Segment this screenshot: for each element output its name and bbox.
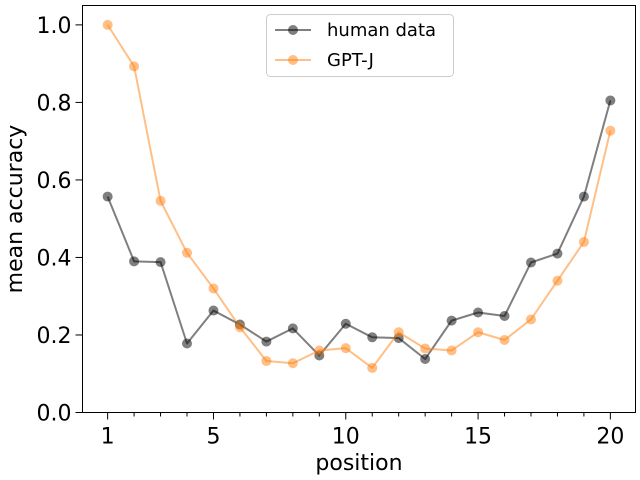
x-tick-label: 10 — [332, 425, 360, 450]
data-point-human-data — [367, 332, 378, 343]
data-point-human-data — [182, 338, 193, 349]
legend-label-human-data: human data — [327, 20, 436, 41]
data-point-human-data — [473, 307, 484, 318]
data-point-human-data — [287, 323, 298, 334]
data-point-human-data — [499, 310, 510, 321]
x-tick-label: 1 — [101, 425, 115, 450]
series-line-gpt-j — [106, 24, 612, 369]
series-line-human-data — [106, 100, 612, 361]
data-point-gpt-j — [605, 125, 616, 136]
data-point-gpt-j — [129, 61, 140, 72]
y-tick-label: 0.6 — [37, 169, 72, 194]
y-tick-label: 0.0 — [37, 402, 72, 427]
legend-label-gpt-j: GPT-J — [327, 50, 374, 71]
data-point-gpt-j — [340, 343, 351, 354]
plot-frame — [82, 5, 636, 413]
data-point-gpt-j — [446, 345, 457, 356]
y-tick-label: 1.0 — [37, 14, 72, 39]
x-tick-label: 5 — [206, 425, 220, 450]
data-point-gpt-j — [234, 322, 245, 333]
data-point-gpt-j — [155, 195, 166, 206]
data-point-human-data — [605, 95, 616, 106]
x-axis: 1 5 10 15 20 — [101, 412, 624, 450]
data-point-human-data — [578, 191, 589, 202]
data-point-human-data — [261, 336, 272, 347]
legend-marker-human-data — [288, 25, 298, 35]
y-axis: 0.0 0.2 0.4 0.6 0.8 1.0 — [37, 14, 83, 427]
series-layer — [102, 19, 616, 373]
data-point-human-data — [340, 318, 351, 329]
y-axis-label: mean accuracy — [3, 125, 28, 294]
y-tick-label: 0.4 — [37, 246, 72, 271]
x-tick-label: 20 — [596, 425, 624, 450]
data-point-gpt-j — [182, 247, 193, 258]
data-point-gpt-j — [393, 327, 404, 338]
data-point-human-data — [552, 248, 563, 259]
data-point-gpt-j — [578, 236, 589, 247]
data-point-human-data — [208, 305, 219, 316]
data-point-human-data — [446, 315, 457, 326]
data-point-human-data — [525, 257, 536, 268]
data-point-gpt-j — [208, 283, 219, 294]
data-point-gpt-j — [499, 335, 510, 346]
data-point-gpt-j — [314, 345, 325, 356]
data-point-gpt-j — [261, 355, 272, 366]
data-point-gpt-j — [102, 19, 113, 30]
y-tick-label: 0.8 — [37, 91, 72, 116]
data-point-human-data — [155, 257, 166, 268]
data-point-gpt-j — [420, 343, 431, 354]
data-point-gpt-j — [367, 362, 378, 373]
data-point-human-data — [420, 354, 431, 365]
data-point-human-data — [102, 191, 113, 202]
x-axis-label: position — [315, 451, 402, 476]
legend-marker-gpt-j — [288, 55, 298, 65]
data-point-gpt-j — [525, 314, 536, 325]
data-point-gpt-j — [473, 327, 484, 338]
series-gpt-j — [102, 19, 616, 373]
legend-box — [266, 14, 454, 77]
y-tick-label: 0.2 — [37, 324, 72, 349]
data-point-gpt-j — [552, 275, 563, 286]
x-tick-label: 15 — [464, 425, 492, 450]
data-point-gpt-j — [287, 358, 298, 369]
legend: human data GPT-J — [266, 14, 454, 77]
data-point-human-data — [129, 256, 140, 267]
